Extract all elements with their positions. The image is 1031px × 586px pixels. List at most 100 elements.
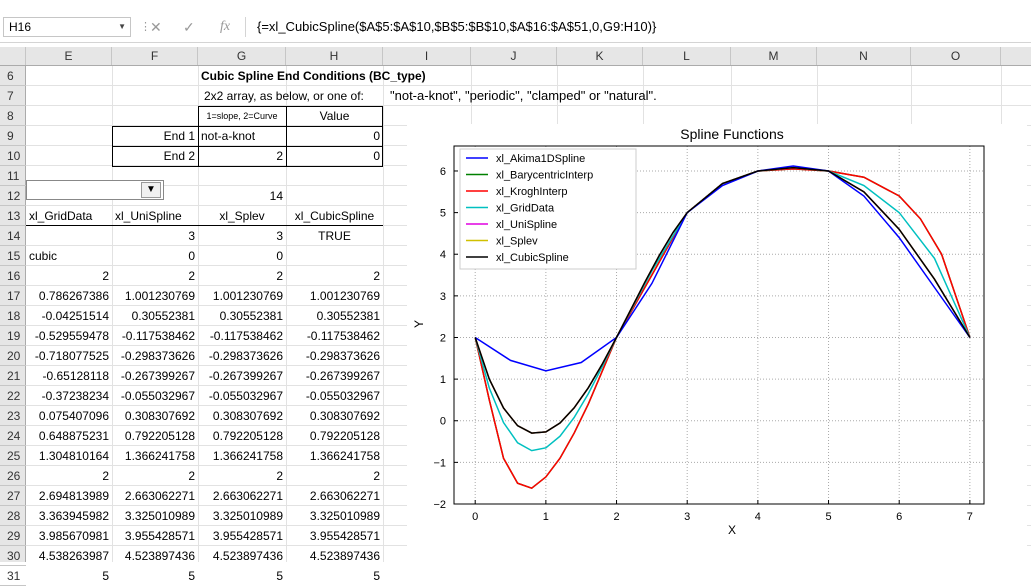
row-header[interactable]: 12 [0,186,26,206]
table-cell[interactable]: -0.65128118 [42,369,109,383]
row-header[interactable]: 31 [0,566,26,586]
end1-type-cell[interactable]: not-a-knot [201,129,256,143]
row-header[interactable]: 13 [0,206,26,226]
row-header[interactable]: 18 [0,306,26,326]
formula-input[interactable]: {=xl_CubicSpline($A$5:$A$10,$B$5:$B$10,$… [257,19,657,34]
row-header[interactable]: 7 [0,86,26,106]
table-cell[interactable]: 0.30552381 [219,309,283,323]
table-cell[interactable]: -0.298373626 [208,349,283,363]
row-header[interactable]: 15 [0,246,26,266]
table-cell[interactable]: -0.267399267 [305,369,380,383]
table-cell[interactable]: 3.955428571 [212,529,283,543]
row-header[interactable]: 11 [0,166,26,186]
table-cell[interactable]: -0.267399267 [120,369,195,383]
row-header[interactable]: 8 [0,106,26,126]
cell-g12[interactable]: 14 [269,189,283,203]
table-cell[interactable]: 1.304810164 [38,449,109,463]
table-cell[interactable]: 2 [188,269,195,283]
table-cell[interactable]: 0.30552381 [316,309,380,323]
table-cell[interactable]: 0.786267386 [38,289,109,303]
end2-type-cell[interactable]: 2 [276,149,283,163]
cell-f14[interactable]: 3 [188,229,195,243]
table-cell[interactable]: 0.308307692 [309,409,380,423]
table-cell[interactable]: -0.055032967 [120,389,195,403]
row-header[interactable]: 20 [0,346,26,366]
table-cell[interactable]: -0.37238234 [41,389,109,403]
row-header[interactable]: 21 [0,366,26,386]
table-cell[interactable]: 3.325010989 [309,509,380,523]
table-cell[interactable]: 5 [373,569,380,583]
dropdown-combobox[interactable]: ▼ [26,180,164,200]
table-cell[interactable]: 0.792205128 [212,429,283,443]
table-cell[interactable]: 5 [188,569,195,583]
table-cell[interactable]: 2 [373,269,380,283]
table-cell[interactable]: 2.663062271 [212,489,283,503]
table-cell[interactable]: -0.298373626 [305,349,380,363]
table-cell[interactable]: -0.117538462 [121,329,195,343]
table-cell[interactable]: 2.663062271 [309,489,380,503]
column-header-f[interactable]: F [112,47,198,65]
table-cell[interactable]: 1.366241758 [212,449,283,463]
table-cell[interactable]: -0.718077525 [34,349,109,363]
enter-icon[interactable]: ✓ [183,19,195,35]
table-cell[interactable]: 2 [276,469,283,483]
cell-f15[interactable]: 0 [188,249,195,263]
row-header[interactable]: 17 [0,286,26,306]
table-cell[interactable]: 3.363945982 [38,509,109,523]
table-cell[interactable]: 3.955428571 [124,529,195,543]
row-header[interactable]: 10 [0,146,26,166]
table-cell[interactable]: 4.523897436 [309,549,380,563]
column-header-m[interactable]: M [731,47,817,65]
end1-value-cell[interactable]: 0 [373,129,380,143]
row-header[interactable]: 26 [0,466,26,486]
cell-g14[interactable]: 3 [276,229,283,243]
column-header-k[interactable]: K [557,47,643,65]
table-cell[interactable]: 0.30552381 [131,309,195,323]
table-cell[interactable]: 0.308307692 [212,409,283,423]
table-cell[interactable]: -0.117538462 [306,329,380,343]
table-cell[interactable]: 0.648875231 [38,429,109,443]
column-header-l[interactable]: L [643,47,731,65]
column-header-j[interactable]: J [471,47,557,65]
cell-g15[interactable]: 0 [276,249,283,263]
table-cell[interactable]: 1.001230769 [309,289,380,303]
table-cell[interactable]: 1.001230769 [212,289,283,303]
column-header-h[interactable]: H [286,47,383,65]
table-cell[interactable]: 1.366241758 [124,449,195,463]
end2-value-cell[interactable]: 0 [373,149,380,163]
table-cell[interactable]: -0.117538462 [209,329,283,343]
table-cell[interactable]: -0.055032967 [208,389,283,403]
column-header-o[interactable]: O [911,47,1001,65]
column-header-g[interactable]: G [198,47,286,65]
table-cell[interactable]: 3.325010989 [124,509,195,523]
table-cell[interactable]: 4.523897436 [212,549,283,563]
table-cell[interactable]: 4.523897436 [124,549,195,563]
table-cell[interactable]: 2 [102,469,109,483]
row-header[interactable]: 14 [0,226,26,246]
row-header[interactable]: 27 [0,486,26,506]
function-icon[interactable]: fx [220,19,231,34]
table-cell[interactable]: 0.792205128 [124,429,195,443]
table-cell[interactable]: 2.694813989 [38,489,109,503]
chevron-down-icon[interactable]: ▼ [118,22,126,31]
table-cell[interactable]: 4.538263987 [38,549,109,563]
table-cell[interactable]: 3.985670981 [38,529,109,543]
spline-chart[interactable]: Spline Functions 0 1 2 3 4 5 6 7 6 5 4 3 2 1 0 −1 −2 xl_… [407,124,1027,562]
row-header[interactable]: 25 [0,446,26,466]
table-cell[interactable]: 2 [188,469,195,483]
chevron-down-icon[interactable]: ▼ [141,182,161,198]
cell-e15[interactable]: cubic [29,249,58,263]
table-cell[interactable]: 2 [373,469,380,483]
table-cell[interactable]: 0.075407096 [38,409,109,423]
row-header[interactable]: 24 [0,426,26,446]
column-header-i[interactable]: I [383,47,471,65]
row-header[interactable]: 28 [0,506,26,526]
table-cell[interactable]: 0.792205128 [309,429,380,443]
cell-h14[interactable]: TRUE [318,229,351,243]
table-cell[interactable]: 3.325010989 [212,509,283,523]
row-header[interactable]: 22 [0,386,26,406]
table-cell[interactable]: 1.001230769 [124,289,195,303]
name-box[interactable]: H16 ▼ [3,17,131,37]
row-header[interactable]: 6 [0,66,26,86]
table-cell[interactable]: -0.267399267 [208,369,283,383]
